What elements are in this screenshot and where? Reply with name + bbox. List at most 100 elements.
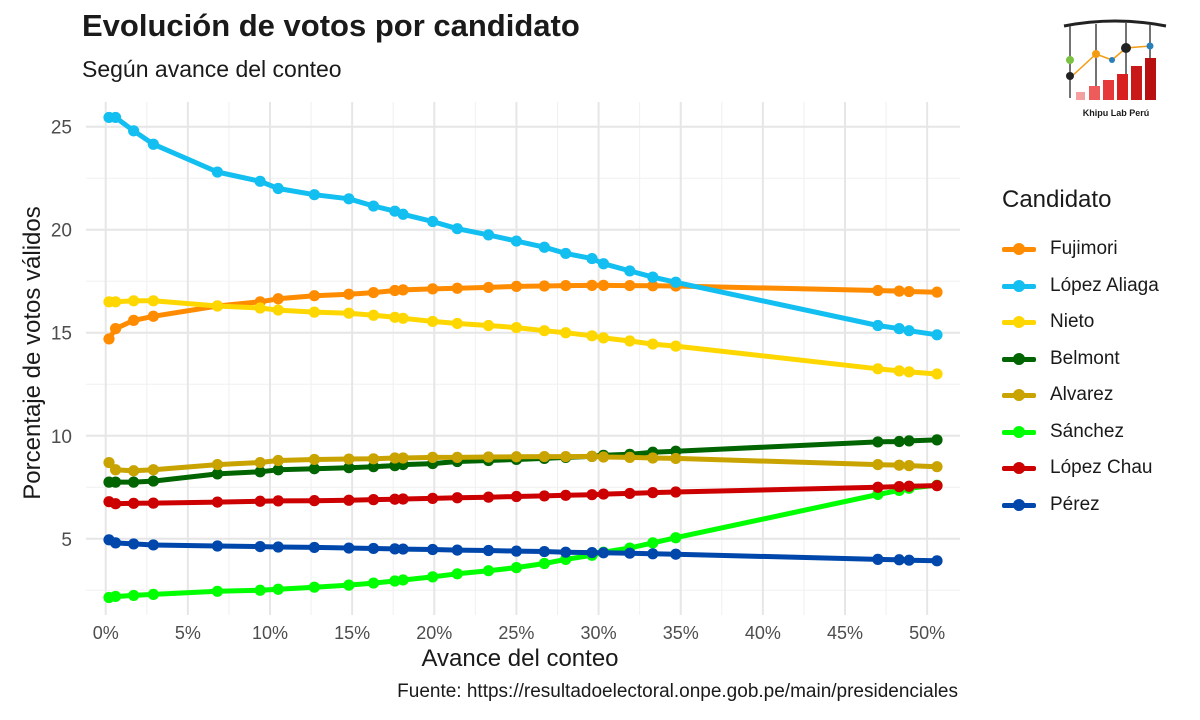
data-point	[586, 252, 598, 265]
data-point	[586, 330, 598, 342]
data-point	[647, 537, 659, 549]
data-point	[647, 452, 659, 464]
grid-lines	[86, 102, 960, 615]
legend-label: López Chau	[1050, 457, 1153, 479]
data-point	[903, 285, 915, 298]
series-nieto	[103, 295, 943, 380]
data-point	[397, 284, 409, 296]
data-point	[510, 545, 523, 557]
data-point	[109, 111, 122, 124]
x-tick-label: 10%	[252, 623, 288, 643]
data-point	[272, 464, 284, 476]
data-point	[893, 459, 905, 471]
data-point	[343, 453, 355, 465]
data-point	[367, 200, 380, 212]
data-point	[872, 436, 884, 448]
data-point	[147, 310, 159, 322]
data-point	[624, 547, 636, 559]
data-point	[211, 300, 224, 312]
data-point	[670, 452, 682, 465]
data-point	[389, 452, 401, 464]
legend-item: Pérez	[1002, 487, 1159, 524]
data-point	[510, 451, 523, 463]
y-tick-label: 10	[51, 427, 72, 448]
data-point	[343, 288, 355, 300]
x-tick-label: 40%	[745, 623, 781, 643]
data-point	[560, 450, 572, 463]
series-line	[106, 483, 940, 507]
data-point	[397, 493, 409, 505]
legend-key-dot	[1013, 462, 1025, 475]
data-point	[538, 545, 550, 558]
data-point	[427, 215, 439, 228]
x-tick-label: 5%	[175, 623, 201, 643]
data-point	[397, 312, 409, 324]
data-point	[308, 290, 320, 302]
legend-items: Fujimori López Aliaga Nieto Belmont Alvarez S…	[1002, 231, 1159, 523]
data-point	[538, 450, 550, 463]
data-point	[482, 281, 495, 294]
y-tick-label: 15	[51, 324, 72, 345]
data-point	[109, 590, 122, 603]
data-point	[597, 332, 610, 344]
data-point	[670, 486, 682, 498]
data-point	[109, 476, 122, 488]
data-point	[893, 285, 905, 297]
data-point	[397, 574, 409, 586]
legend-label: López Aliaga	[1050, 274, 1159, 296]
data-point	[510, 280, 523, 292]
series-layer	[103, 111, 943, 604]
data-point	[482, 229, 495, 241]
data-point	[872, 284, 884, 297]
data-point	[647, 487, 659, 499]
legend-key	[1002, 276, 1036, 296]
data-point	[397, 452, 409, 464]
data-point	[560, 327, 572, 339]
axis-ticks: 0% 5% 10% 15% 20% 25% 30% 35% 40% 45% 50% 5 10 15 20 25	[51, 118, 945, 643]
data-point	[597, 279, 610, 291]
data-point	[451, 451, 463, 463]
data-point	[538, 241, 550, 253]
data-point	[367, 309, 380, 321]
data-point	[211, 468, 224, 480]
data-point	[427, 492, 439, 504]
legend-item: López Aliaga	[1002, 268, 1159, 305]
data-point	[389, 311, 401, 323]
legend-key-dot	[1013, 389, 1025, 402]
chart-subtitle: Según avance del conteo	[82, 56, 342, 82]
data-point	[128, 538, 140, 550]
data-point	[597, 451, 610, 463]
x-tick-label: 25%	[498, 623, 534, 643]
data-point	[872, 459, 884, 471]
data-point	[389, 543, 401, 555]
data-point	[343, 542, 355, 554]
data-point	[103, 333, 115, 345]
data-point	[903, 554, 915, 566]
data-point	[397, 208, 409, 220]
data-point	[451, 223, 463, 235]
data-point	[670, 548, 682, 560]
legend-key	[1002, 422, 1036, 442]
legend-key-dot	[1013, 425, 1025, 438]
data-point	[427, 451, 439, 463]
data-point	[427, 315, 439, 328]
data-point	[367, 286, 380, 299]
data-point	[254, 175, 266, 187]
series-line	[106, 537, 940, 564]
legend-label: Fujimori	[1050, 238, 1118, 260]
data-point	[893, 365, 905, 377]
x-tick-label: 20%	[416, 623, 452, 643]
data-point	[103, 456, 115, 469]
legend-key	[1002, 458, 1036, 478]
data-point	[482, 451, 495, 463]
data-point	[510, 490, 523, 503]
data-point	[451, 568, 463, 580]
data-point	[893, 554, 905, 566]
data-point	[903, 366, 915, 378]
data-point	[128, 589, 140, 602]
data-point	[451, 544, 463, 556]
data-point	[931, 329, 943, 341]
data-point	[482, 544, 495, 557]
x-tick-label: 35%	[663, 623, 699, 643]
data-point	[510, 321, 523, 334]
